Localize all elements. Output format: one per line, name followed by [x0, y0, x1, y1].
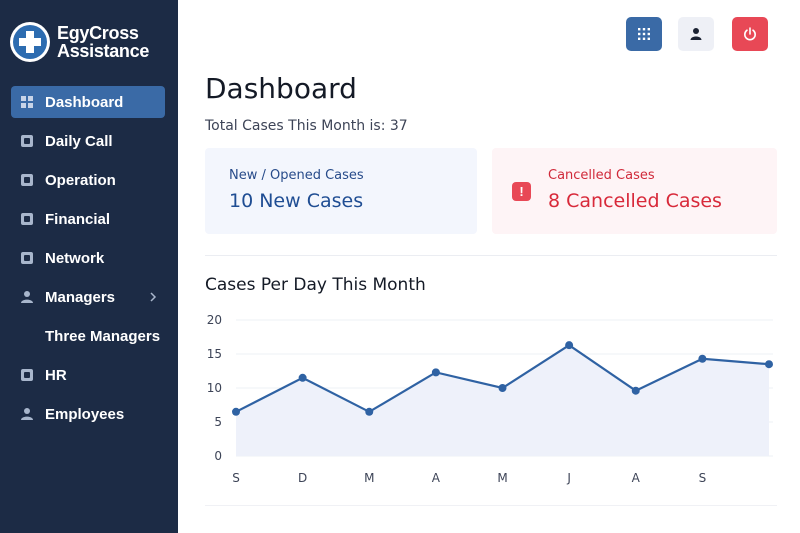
new-cases-label: New / Opened Cases — [229, 168, 364, 183]
data-point — [631, 386, 640, 395]
brand-name: EgyCross Assistance — [57, 23, 150, 61]
total-cases-text: Total Cases This Month is: 37 — [205, 118, 408, 134]
data-point — [431, 368, 440, 377]
apps-grid-icon — [638, 28, 650, 40]
data-point — [298, 373, 307, 382]
sidebar-item-financial[interactable]: Financial — [11, 203, 165, 235]
cancelled-cases-card[interactable]: ! Cancelled Cases 8 Cancelled Cases — [492, 148, 777, 234]
new-cases-value: 10 New Cases — [229, 190, 364, 212]
sidebar: EgyCross Assistance Dashboard Daily Call… — [0, 0, 178, 533]
page-title: Dashboard — [205, 72, 357, 105]
alert-icon: ! — [512, 182, 531, 201]
x-tick-label: J — [566, 471, 571, 485]
phone-icon — [20, 134, 34, 148]
medical-cross-icon — [10, 22, 50, 62]
brand[interactable]: EgyCross Assistance — [10, 22, 149, 62]
sidebar-item-label: Daily Call — [45, 132, 113, 150]
sidebar-item-operation[interactable]: Operation — [11, 164, 165, 196]
person-icon — [20, 290, 34, 304]
x-tick-label: A — [432, 471, 441, 485]
sidebar-item-label: Managers — [45, 288, 116, 306]
sidebar-item-label: Dashboard — [45, 93, 124, 111]
building-icon — [20, 251, 34, 265]
sidebar-nav: Dashboard Daily Call Operation Financial… — [11, 86, 165, 437]
sidebar-item-hr[interactable]: HR — [11, 359, 165, 391]
y-tick-label: 0 — [214, 449, 222, 463]
chart-title: Cases Per Day This Month — [205, 275, 426, 295]
y-tick-label: 20 — [207, 313, 222, 327]
series-area — [236, 345, 769, 456]
data-point — [232, 407, 240, 416]
sidebar-item-label: Three Managers — [45, 327, 161, 345]
data-point — [698, 354, 707, 363]
x-tick-label: S — [232, 471, 240, 485]
y-tick-label: 5 — [214, 415, 222, 429]
dollar-icon — [20, 212, 34, 226]
person-icon — [20, 407, 34, 421]
profile-button[interactable] — [678, 17, 714, 51]
x-tick-label: M — [497, 471, 507, 485]
y-tick-label: 15 — [207, 347, 222, 361]
id-card-icon — [20, 368, 34, 382]
cases-per-day-chart: 0 5 10 15 20 S D M A M J A S — [207, 313, 773, 485]
new-cases-card[interactable]: New / Opened Cases 10 New Cases — [205, 148, 477, 234]
cancelled-cases-value: 8 Cancelled Cases — [548, 190, 722, 212]
data-point — [565, 341, 574, 350]
sidebar-item-label: Operation — [45, 171, 116, 189]
x-tick-label: M — [364, 471, 374, 485]
x-tick-label: A — [632, 471, 641, 485]
sidebar-item-managers[interactable]: Managers — [11, 281, 165, 313]
x-tick-label: S — [699, 471, 707, 485]
grid-icon — [20, 95, 34, 109]
power-icon — [744, 27, 756, 41]
sidebar-item-network[interactable]: Network — [11, 242, 165, 274]
sidebar-item-employees[interactable]: Employees — [11, 398, 165, 430]
sidebar-item-label: HR — [45, 366, 67, 384]
data-point — [365, 407, 374, 416]
sidebar-item-label: Financial — [45, 210, 111, 228]
user-icon — [690, 28, 702, 40]
sidebar-item-daily-call[interactable]: Daily Call — [11, 125, 165, 157]
logout-button[interactable] — [732, 17, 768, 51]
sidebar-item-label: Employees — [45, 405, 125, 423]
sidebar-item-three-managers[interactable]: Three Managers — [11, 320, 165, 352]
sidebar-item-label: Network — [45, 249, 105, 267]
sidebar-item-dashboard[interactable]: Dashboard — [11, 86, 165, 118]
divider — [205, 255, 777, 256]
clipboard-icon — [20, 173, 34, 187]
data-point — [765, 360, 773, 369]
x-tick-label: D — [298, 471, 307, 485]
data-point — [498, 384, 507, 392]
divider — [205, 505, 777, 506]
y-tick-label: 10 — [207, 381, 222, 395]
cancelled-cases-label: Cancelled Cases — [548, 168, 655, 183]
chevron-right-icon[interactable] — [149, 290, 157, 304]
apps-button[interactable] — [626, 17, 662, 51]
